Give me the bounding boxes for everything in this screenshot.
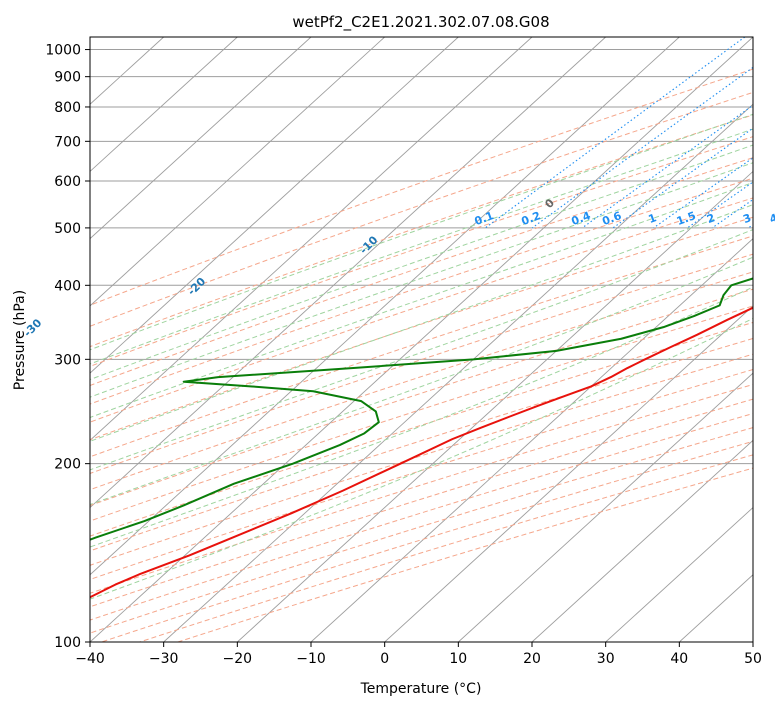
mixing-ratio-label: 1.5 (675, 209, 698, 228)
dry-adiabat-line (90, 177, 753, 405)
mixing-ratio-label: 0.6 (600, 209, 623, 228)
line-labels: 0.10.20.40.611.52346810131620253036-100-… (21, 196, 775, 339)
y-tick-label: 800 (54, 100, 81, 116)
x-tick-label: 10 (449, 651, 467, 667)
plot-frame (89, 36, 754, 643)
mixing-ratio-label: 0.4 (570, 209, 593, 228)
mixing-ratio-label: 2 (705, 211, 717, 226)
isotherm-line (90, 37, 312, 240)
mixing-ratio-label: 4 (768, 211, 775, 226)
x-tick-label: −10 (296, 651, 326, 667)
isotherm-line (90, 37, 680, 576)
x-tick-label: −40 (75, 651, 105, 667)
dry-adiabat-line (101, 440, 753, 642)
x-axis-label: Temperature (°C) (360, 681, 482, 697)
dry-adiabat-line (90, 368, 753, 580)
dry-adiabat-line (90, 271, 753, 491)
isotherm-line (90, 37, 385, 307)
x-tick-label: 50 (744, 651, 762, 667)
x-tick-label: 0 (380, 651, 389, 667)
moist-adiabat-line (90, 113, 753, 351)
axis-ticks: −40 −30 −20 −10 0 10 20 30 40 50 1000 900 800 700 600 5… (45, 43, 762, 667)
y-tick-label: 400 (54, 278, 81, 294)
chart-title: wetPf2_C2E1.2021.302.07.08.G08 (292, 13, 549, 32)
y-tick-label: 700 (54, 134, 81, 150)
dry-adiabat-line (90, 353, 753, 566)
y-tick-label: 100 (54, 635, 81, 651)
isotherm-line (90, 37, 459, 374)
mixing-ratio-label: 0.2 (520, 209, 543, 228)
background-lines (90, 37, 753, 642)
mixing-ratio-line (485, 37, 746, 229)
x-tick-label: −30 (149, 651, 179, 667)
dry-adiabat-line (177, 467, 753, 642)
y-tick-label: 200 (54, 457, 81, 473)
dry-adiabat-line (90, 136, 753, 367)
dry-adiabat-line (90, 427, 753, 634)
x-tick-label: 40 (670, 651, 688, 667)
dry-adiabat-line (139, 454, 753, 642)
dry-adiabat-line (90, 253, 753, 474)
dry-adiabat-line (90, 412, 753, 621)
moist-adiabat-line (90, 256, 753, 506)
y-axis-label: Pressure (hPa) (12, 290, 28, 390)
y-tick-label: 300 (54, 352, 81, 368)
moist-adiabat-line (90, 128, 753, 365)
isotherm-line (458, 372, 753, 642)
x-tick-label: 30 (597, 651, 615, 667)
isotherm-line (384, 305, 753, 642)
dry-adiabat-line (90, 337, 753, 552)
x-tick-label: 20 (523, 651, 541, 667)
y-tick-label: 900 (54, 70, 81, 86)
dry-adiabat-line (90, 305, 753, 522)
x-tick-label: −20 (223, 651, 253, 667)
isotherm-line (237, 170, 753, 642)
y-tick-label: 1000 (45, 43, 81, 59)
isotherm-line (90, 37, 606, 509)
moist-adiabat-line (90, 162, 753, 398)
dry-adiabat-line (90, 235, 753, 458)
dewpoint-profile-line (90, 277, 753, 541)
y-tick-label: 500 (54, 221, 81, 237)
moist-adiabat-line (90, 229, 753, 471)
mixing-ratio-label: 1 (647, 211, 659, 226)
isotherm-line (90, 37, 533, 441)
mixing-ratio-label: 3 (741, 211, 753, 226)
isotherm-line (90, 37, 238, 173)
moist-adiabat-line (90, 317, 753, 600)
y-tick-label: 600 (54, 174, 81, 190)
temperature-profile-line (90, 306, 753, 599)
profile-lines (90, 277, 753, 599)
mixing-ratio-label: 0.1 (473, 209, 496, 228)
dry-adiabat-line (90, 216, 753, 441)
isotherm-line (605, 506, 753, 642)
isotherm-line (163, 103, 753, 642)
isotherm-line (531, 439, 753, 642)
mixing-ratio-line (531, 66, 753, 229)
moist-adiabat-line (90, 286, 753, 548)
isotherm-line (90, 37, 753, 642)
